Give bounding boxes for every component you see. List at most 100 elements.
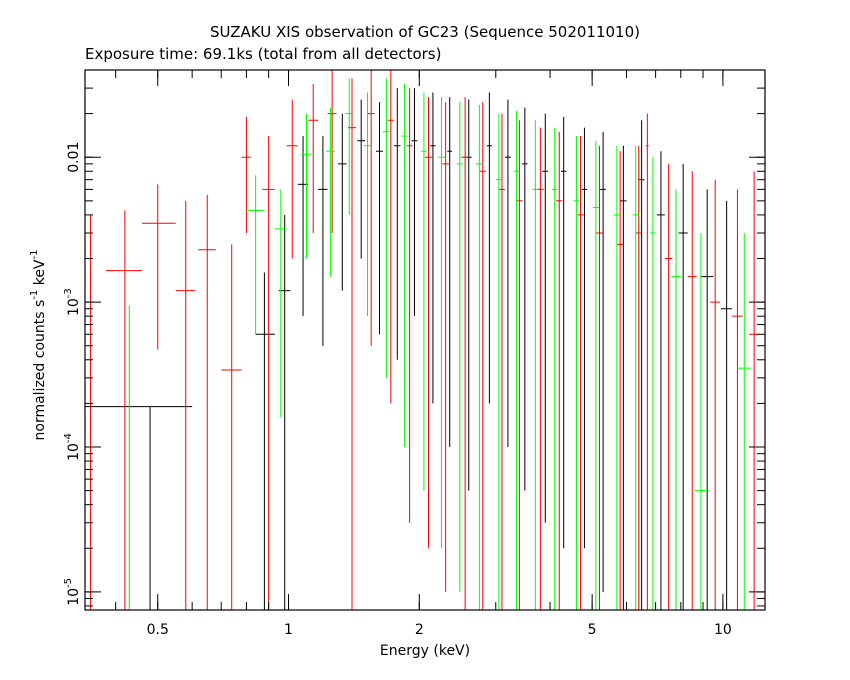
data-point <box>357 99 366 259</box>
data-point <box>516 120 523 610</box>
data-point <box>498 113 505 610</box>
x-axis-label: Energy (keV) <box>380 643 470 659</box>
data-point <box>687 171 697 610</box>
y-tick-label-text: 10-5 <box>63 578 82 606</box>
data-point <box>721 200 733 610</box>
data-point <box>532 120 539 610</box>
data-point <box>465 99 472 491</box>
series-2 <box>127 78 751 611</box>
data-point <box>255 272 275 610</box>
data-point <box>561 116 567 549</box>
data-point <box>522 107 528 491</box>
y-axis-label-part: normalized counts s <box>32 300 48 441</box>
data-point <box>301 113 312 259</box>
chart-title: SUZAKU XIS observation of GC23 (Sequence… <box>210 23 640 41</box>
y-tick-mantissa: 10 <box>66 588 82 606</box>
data-series-layer <box>85 70 759 611</box>
data-point <box>345 78 354 215</box>
series-1 <box>87 70 759 611</box>
data-point <box>274 189 287 418</box>
y-tick-label: 10-5 <box>63 578 82 606</box>
y-tick-mantissa: 10 <box>66 298 82 316</box>
data-point <box>616 151 624 610</box>
data-point <box>645 113 649 610</box>
data-point <box>401 84 408 448</box>
y-tick-mantissa: 10 <box>66 443 82 461</box>
data-point <box>424 97 433 549</box>
data-point <box>198 194 216 610</box>
data-point <box>749 171 759 610</box>
y-tick-label-text: 10-4 <box>63 433 82 461</box>
data-point <box>479 102 487 610</box>
data-point <box>456 102 463 592</box>
data-point <box>620 145 627 610</box>
data-point <box>710 179 721 610</box>
y-tick-label-text: 10-3 <box>63 288 82 316</box>
data-point <box>105 210 143 610</box>
data-point <box>382 78 390 378</box>
data-point <box>338 113 347 291</box>
y-tick-label: 10-3 <box>63 288 82 316</box>
x-tick-label: 0.5 <box>147 622 169 638</box>
data-point <box>241 116 252 233</box>
data-point <box>411 88 418 317</box>
data-point <box>632 145 639 610</box>
data-point <box>678 163 688 610</box>
svg-text:normalized counts s-1 keV-1: normalized counts s-1 keV-1 <box>29 250 48 441</box>
data-point <box>438 97 445 549</box>
y-tick-exponent: -5 <box>63 578 74 588</box>
data-point <box>447 97 453 448</box>
data-point <box>664 163 673 610</box>
chart-subtitle: Exposure time: 69.1ks (total from all de… <box>85 45 441 63</box>
data-point <box>536 127 544 610</box>
data-point <box>573 136 580 610</box>
y-axis-label-exp: -1 <box>29 250 40 260</box>
data-point <box>542 113 549 523</box>
data-point <box>442 102 449 592</box>
data-point <box>581 127 588 549</box>
y-tick-mantissa: 0.01 <box>66 142 82 173</box>
y-axis-label-part: keV <box>32 259 48 290</box>
y-tick-exponent: -3 <box>63 288 74 298</box>
axes-layer: 0.5 1 2 5 1010-510-410-30.01 <box>63 69 766 638</box>
data-point <box>387 70 395 404</box>
data-point <box>504 99 511 448</box>
data-point <box>732 189 743 610</box>
data-point <box>737 232 751 610</box>
data-point <box>650 157 656 610</box>
data-point <box>87 214 94 611</box>
data-point <box>486 92 492 404</box>
data-point <box>613 145 621 610</box>
data-point <box>127 305 132 611</box>
data-point <box>262 136 275 610</box>
data-point <box>551 127 558 610</box>
data-point <box>600 131 606 592</box>
x-tick-label: 5 <box>588 622 597 638</box>
data-point <box>246 175 265 335</box>
data-point <box>175 200 196 610</box>
data-point <box>318 136 328 346</box>
data-point <box>694 232 708 610</box>
data-point <box>376 102 383 335</box>
data-point <box>595 145 604 610</box>
data-point <box>142 184 176 350</box>
y-tick-label: 10-4 <box>63 433 82 461</box>
data-point <box>367 70 375 346</box>
data-point <box>656 151 665 610</box>
data-point <box>394 88 401 360</box>
data-point <box>421 92 427 491</box>
data-point <box>475 104 483 610</box>
y-axis-label-exp: -1 <box>29 290 40 300</box>
series-0 <box>85 88 733 610</box>
data-point <box>430 92 436 404</box>
data-point <box>495 113 502 610</box>
data-point <box>406 88 413 523</box>
data-point <box>286 99 298 259</box>
plot-frame <box>84 69 766 611</box>
x-tick-label: 10 <box>714 622 732 638</box>
y-tick-label: 0.01 <box>66 142 82 173</box>
x-tick-label: 2 <box>415 622 424 638</box>
data-point <box>326 107 336 277</box>
data-point <box>461 97 469 610</box>
